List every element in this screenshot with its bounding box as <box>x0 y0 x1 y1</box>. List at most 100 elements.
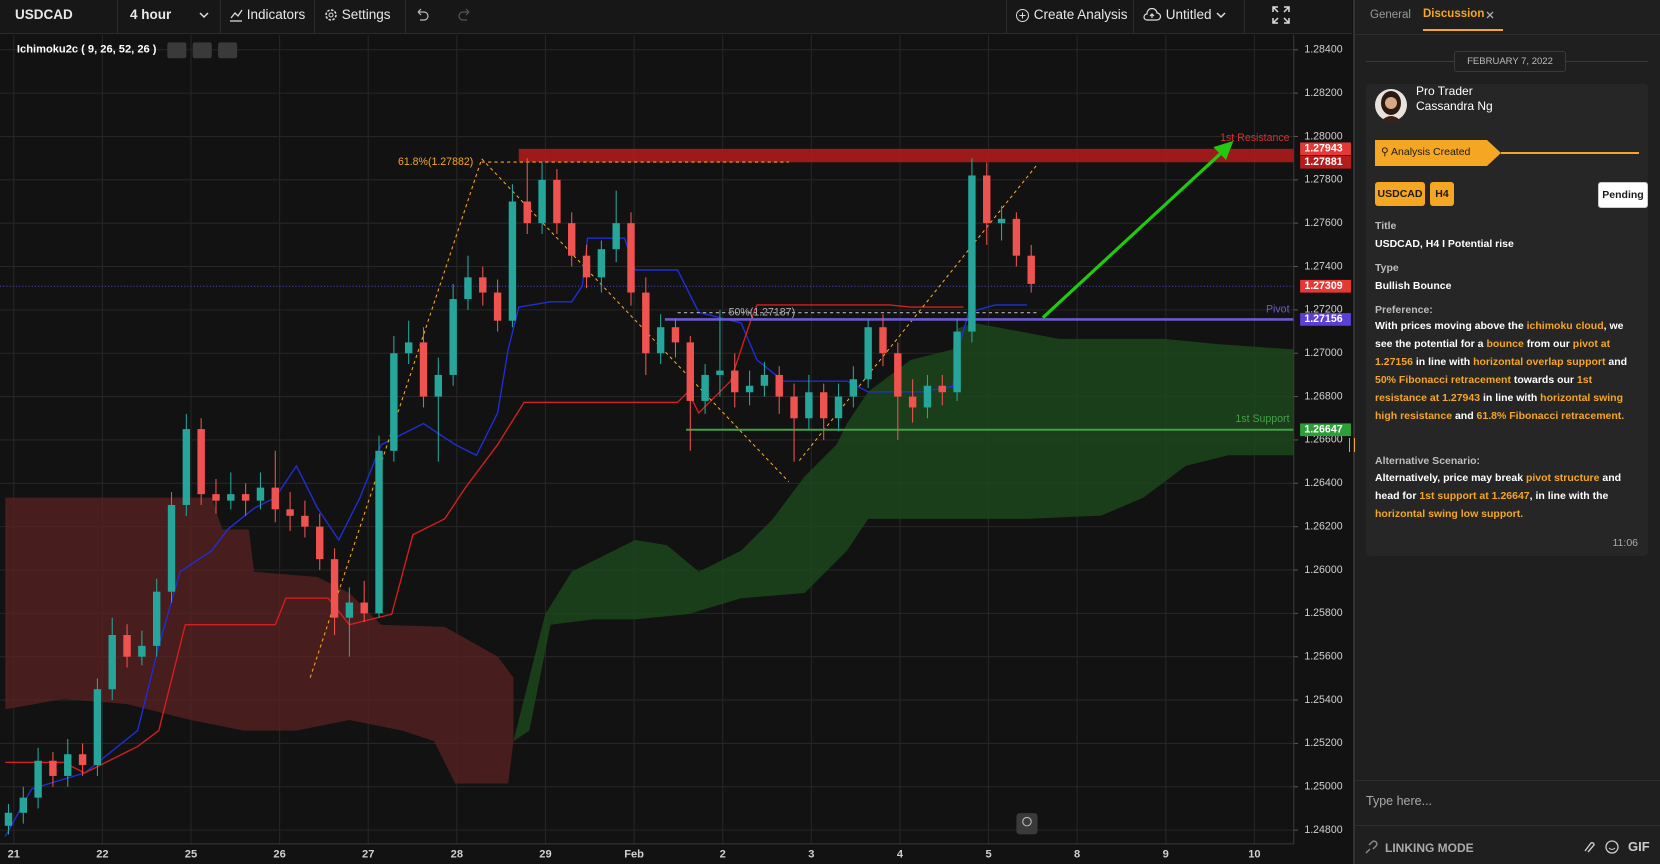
highlighted-text: ichimoku cloud <box>1526 320 1604 332</box>
workspace-button[interactable]: Untitled <box>1142 0 1227 33</box>
candle-body <box>523 201 531 224</box>
alternative-label: Alternative Scenario: <box>1375 455 1481 467</box>
text: towards our <box>1510 374 1577 386</box>
y-tick-label: 1.25400 <box>1304 694 1342 706</box>
y-tick-label: 1.24800 <box>1304 824 1342 836</box>
separator <box>1244 0 1245 33</box>
x-tick-label: 28 <box>451 848 463 860</box>
candle-body <box>360 602 368 614</box>
y-tick-label: 1.27200 <box>1304 304 1342 316</box>
candle-body <box>271 487 279 510</box>
alternative-text: Alternatively, price may break pivot str… <box>1375 469 1643 523</box>
preference-text: With prices moving above the ichimoku cl… <box>1375 317 1643 425</box>
idea-button[interactable] <box>1016 813 1038 835</box>
settings-icon <box>325 9 337 22</box>
candle-body <box>212 494 220 501</box>
target-arrow <box>1041 140 1234 319</box>
redo-button[interactable] <box>457 0 473 33</box>
price-tag-label: 1.27156 <box>1304 313 1342 325</box>
kijun-line <box>5 304 964 774</box>
y-tick-label: 1.26600 <box>1304 434 1342 446</box>
price-tag <box>1300 279 1351 293</box>
settings-label: Settings <box>341 7 391 22</box>
indicator-delete-button[interactable] <box>218 42 238 59</box>
price-tag <box>1300 423 1351 437</box>
attach-button[interactable] <box>1581 840 1595 854</box>
ichimoku-cloud-bullish <box>513 322 1294 742</box>
undo-button[interactable] <box>414 0 430 33</box>
status-banner <box>1375 140 1639 166</box>
candle-body <box>983 175 991 224</box>
candle-body <box>790 396 798 419</box>
candle-body <box>464 277 472 300</box>
symbol-tag: USDCAD <box>1375 182 1425 206</box>
candle-body <box>597 249 606 278</box>
x-tick-label: 2 <box>720 848 726 860</box>
candle-body <box>197 429 205 495</box>
create-analysis-button[interactable]: Create Analysis <box>1015 0 1128 33</box>
y-tick-label: 1.28400 <box>1304 44 1342 56</box>
interval-selector[interactable]: 4 hour <box>130 7 172 22</box>
idea-icon <box>1022 816 1032 827</box>
resize-handle[interactable] <box>1349 438 1355 452</box>
separator <box>117 0 118 33</box>
message-input[interactable]: Type here... <box>1366 794 1433 808</box>
candle-body <box>923 385 932 408</box>
y-tick-label: 1.25800 <box>1304 607 1342 619</box>
highlighted-text: bounce <box>1486 338 1524 350</box>
date-pill: FEBRUARY 7, 2022 <box>1454 51 1566 72</box>
tab-discussion[interactable]: Discussion <box>1423 8 1485 20</box>
indicators-button[interactable]: Indicators <box>229 0 305 33</box>
workspace-label: Untitled <box>1165 7 1212 22</box>
candle-body <box>419 342 428 397</box>
highlighted-text: horizontal swing low support. <box>1375 508 1524 520</box>
text: Alternatively, price may break <box>1375 472 1526 484</box>
annotation-label: 50%(1.27187) <box>729 306 795 318</box>
candle-body <box>731 370 739 393</box>
linking-mode-button[interactable]: LINKING MODE <box>1385 841 1474 855</box>
candle-body <box>49 760 57 776</box>
arrow-line <box>1041 150 1224 319</box>
candle-body <box>123 635 131 657</box>
gif-button[interactable]: GIF <box>1628 839 1650 854</box>
timeframe-tag: H4 <box>1430 182 1454 206</box>
redo-icon <box>458 9 470 22</box>
candle-body <box>671 327 680 343</box>
candle-body <box>997 218 1006 224</box>
indicator-settings-button[interactable] <box>192 42 212 59</box>
y-tick-label: 1.25600 <box>1304 651 1342 663</box>
indicator-visibility-button[interactable] <box>167 42 187 59</box>
indicators-label: Indicators <box>246 7 306 22</box>
y-tick-label: 1.27800 <box>1304 174 1342 186</box>
tab-general[interactable]: General <box>1370 9 1411 21</box>
x-tick-label: 21 <box>8 848 20 860</box>
candle-body <box>805 392 813 419</box>
text: , we see the potential for a <box>1375 320 1624 350</box>
divider <box>1355 825 1660 826</box>
close-tab-icon[interactable] <box>1485 10 1495 20</box>
status-label: ⚲ Analysis Created <box>1381 146 1471 158</box>
price-tag-label: 1.27309 <box>1304 280 1342 292</box>
candle-body <box>1012 218 1021 256</box>
candle-body <box>612 223 620 250</box>
y-tick-label: 1.27000 <box>1304 347 1342 359</box>
x-tick-label: 26 <box>273 848 285 860</box>
candle-body <box>686 342 694 401</box>
candle-body <box>775 374 783 397</box>
x-tick-label: 27 <box>362 848 374 860</box>
y-tick-label: 1.28000 <box>1304 130 1342 142</box>
settings-button[interactable]: Settings <box>324 0 391 33</box>
emoji-button[interactable] <box>1605 840 1619 854</box>
candle-body <box>449 299 457 375</box>
candle-body <box>138 645 146 657</box>
fullscreen-button[interactable] <box>1272 0 1290 33</box>
interval-dropdown[interactable] <box>198 0 210 33</box>
x-tick-label: 29 <box>539 848 551 860</box>
tab-underline <box>1423 29 1503 31</box>
author-name: Cassandra Ng <box>1416 99 1493 113</box>
symbol-selector[interactable]: USDCAD <box>15 7 73 22</box>
candle-body <box>493 292 502 321</box>
cloud-icon <box>1143 8 1162 22</box>
annotation-label: 1st Resistance <box>1220 132 1289 144</box>
